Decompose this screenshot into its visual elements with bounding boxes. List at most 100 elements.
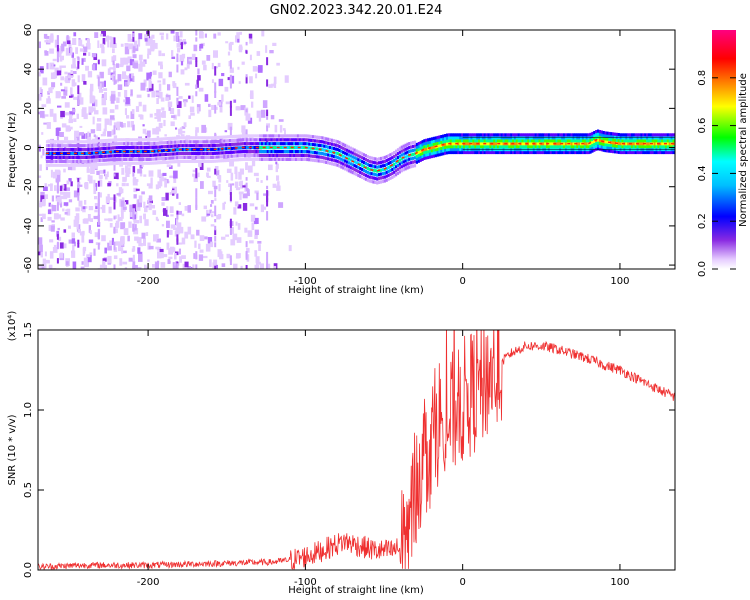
spectrogram-ridge-cell <box>451 142 454 146</box>
spectrogram-ridge-cell <box>123 161 126 165</box>
spectrogram-ridge-cell <box>525 139 528 143</box>
spectrogram-ridge-cell <box>444 145 447 149</box>
spectrogram-noise-cell <box>227 122 233 130</box>
spectrogram-ridge-cell <box>315 135 318 139</box>
spectrogram-ridge-cell <box>85 163 88 167</box>
spectrogram-noise-cell <box>199 31 204 35</box>
spectrogram-ridge-cell <box>240 138 243 142</box>
spectrogram-ridge-cell <box>578 142 581 146</box>
spectrogram-ridge-cell <box>338 164 341 168</box>
spectrogram-noise-cell <box>97 180 100 187</box>
spectrogram-ridge-cell <box>161 145 164 149</box>
spectrogram-noise-cell <box>132 223 135 231</box>
spectrogram-ridge-cell <box>327 145 330 149</box>
spectrogram-ridge-cell <box>430 152 434 156</box>
spectrogram-ridge-cell <box>474 139 477 143</box>
spectrogram-noise-cell <box>47 95 50 103</box>
spectrogram-ridge-cell <box>434 139 437 143</box>
spectrogram-ridge-cell <box>240 146 243 150</box>
spectrogram-ridge-cell <box>245 134 249 138</box>
spectrogram-ridge-cell <box>540 150 543 155</box>
spectrogram-ridge-cell <box>612 144 615 148</box>
spectrogram-ridge-cell <box>436 141 439 145</box>
spectrogram-noise-cell <box>104 118 110 125</box>
spectrogram-ridge-cell <box>51 140 54 144</box>
spectrogram-noise-cell <box>249 203 255 207</box>
spectrogram-ridge-cell <box>329 161 332 165</box>
spectrogram-ridge-cell <box>425 150 428 154</box>
spectrogram-noise-cell <box>217 32 221 36</box>
spectrogram-ridge-cell <box>640 150 643 155</box>
spectrogram-noise-cell <box>126 115 130 119</box>
spectrogram-ridge-cell <box>136 142 139 146</box>
spectrogram-ridge-cell <box>232 146 235 150</box>
spectrogram-noise-cell <box>44 251 47 257</box>
spectrogram-ridge-cell <box>151 153 154 157</box>
spectrogram-ridge-cell <box>457 136 460 140</box>
spectrogram-noise-cell <box>260 180 263 183</box>
spectrogram-noise-cell <box>176 53 179 61</box>
spectrogram-ridge-cell <box>121 142 124 146</box>
spectrogram-ridge-cell <box>308 150 311 154</box>
spectrogram-ridge-cell <box>96 155 99 159</box>
spectrogram-ridge-cell <box>104 142 107 147</box>
spectrogram-ridge-cell <box>608 149 611 153</box>
spectrogram-ridge-cell <box>632 142 635 146</box>
spectrogram-noise-cell <box>204 33 207 38</box>
spectrogram-ridge-cell <box>238 150 241 154</box>
spectrogram-ridge-cell <box>255 157 258 161</box>
spectrogram-ridge-cell <box>164 160 167 164</box>
spectrogram-ridge-cell <box>555 150 558 155</box>
spectrogram-noise-cell <box>156 98 159 104</box>
spectrogram-noise-cell <box>133 61 139 69</box>
spectrogram-noise-cell <box>70 70 73 73</box>
spectrogram-ridge-cell <box>395 149 398 153</box>
spectrogram-ridge-cell <box>451 133 454 137</box>
spectrogram-ridge-cell <box>570 142 573 146</box>
spectrogram-ridge-cell <box>327 161 330 165</box>
spectrogram-ridge-cell <box>274 153 277 158</box>
spectrogram-ridge-cell <box>396 156 400 160</box>
spectrogram-noise-cell <box>73 190 78 198</box>
spectrogram-ridge-cell <box>212 159 215 163</box>
spectrogram-noise-cell <box>176 222 182 229</box>
spectrogram-ridge-cell <box>329 157 332 161</box>
spectrogram-noise-cell <box>141 191 145 195</box>
spectrogram-ridge-cell <box>508 145 511 149</box>
spectrogram-noise-cell <box>254 190 259 194</box>
spectrogram-ridge-cell <box>161 160 164 165</box>
spectrogram-noise-cell <box>255 73 258 79</box>
spectrogram-ridge-cell <box>193 159 196 163</box>
spectrogram-ridge-cell <box>151 161 154 165</box>
spectrogram-ridge-cell <box>383 179 386 183</box>
spectrogram-ridge-cell <box>108 162 111 166</box>
spectrogram-ridge-cell <box>151 138 154 142</box>
spectrogram-ridge-cell <box>200 155 203 159</box>
spectrogram-noise-cell <box>142 104 147 112</box>
spectrogram-ridge-cell <box>215 155 218 159</box>
spectrogram-ridge-cell <box>142 150 145 154</box>
spectrogram-ridge-cell <box>281 146 284 150</box>
spectrogram-ridge-cell <box>600 130 603 134</box>
spectrogram-noise-cell <box>96 123 102 131</box>
spectrogram-ridge-cell <box>357 150 360 154</box>
spectrogram-noise-cell <box>84 200 87 205</box>
spectrogram-ridge-cell <box>204 136 207 140</box>
spectrogram-noise-cell <box>214 166 219 171</box>
spectrogram-ridge-cell <box>515 145 518 149</box>
spectrogram-ridge-cell <box>570 145 573 149</box>
spectrogram-noise-cell <box>48 87 53 94</box>
spectrogram-noise-cell <box>176 33 179 42</box>
spectrogram-noise-cell <box>181 126 186 129</box>
spectrogram-ridge-cell <box>308 134 311 138</box>
spectrogram-noise-cell <box>90 83 94 92</box>
spectrogram-ridge-cell <box>593 139 596 143</box>
spectrogram-ridge-cell <box>472 139 475 143</box>
spectrogram-noise-cell <box>138 33 143 40</box>
spectrogram-ridge-cell <box>374 169 377 173</box>
spectrogram-noise-cell <box>188 95 191 99</box>
spectrogram-ridge-cell <box>196 159 200 163</box>
spectrogram-ridge-cell <box>534 133 537 137</box>
spectrogram-ridge-cell <box>321 155 324 160</box>
